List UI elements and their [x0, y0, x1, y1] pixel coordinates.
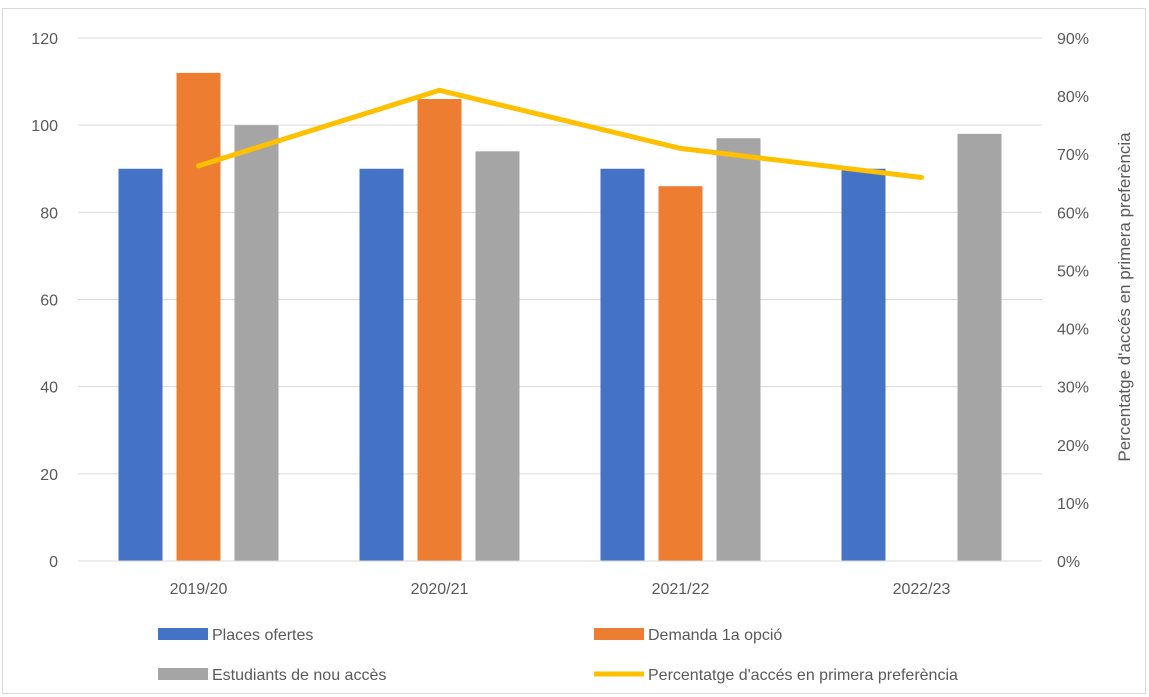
- y-tick-label: 60: [40, 293, 58, 310]
- y2-tick-label: 90%: [1057, 31, 1089, 48]
- y-tick-label: 20: [40, 467, 58, 484]
- y-tick-label: 80: [40, 205, 58, 222]
- bar: [359, 168, 404, 561]
- bars: [118, 72, 1002, 562]
- legend: Places ofertes Demanda 1a opció Estudiants…: [158, 627, 958, 684]
- bar: [841, 168, 886, 561]
- series-line: [196, 87, 924, 180]
- bar: [957, 133, 1002, 561]
- y-tick-label: 100: [31, 118, 58, 135]
- bar: [658, 186, 703, 561]
- x-tick-label: 2022/23: [893, 581, 951, 598]
- legend-label: Places ofertes: [212, 627, 313, 644]
- y-tick-label: 0: [49, 554, 58, 571]
- y2-tick-label: 30%: [1057, 380, 1089, 397]
- legend-swatch: [594, 628, 644, 640]
- x-tick-label: 2019/20: [170, 581, 228, 598]
- y2-tick-label: 10%: [1057, 496, 1089, 513]
- y2-tick-label: 50%: [1057, 263, 1089, 280]
- axes: 0 20 40 60 80 100 120 0% 10% 20% 30% 40% 50% 60% 70% 80…: [31, 31, 1089, 598]
- y-tick-label: 120: [31, 31, 58, 48]
- bar: [475, 151, 520, 562]
- x-tick-label: 2021/22: [652, 581, 710, 598]
- legend-label: Estudiants de nou accès: [212, 667, 386, 684]
- legend-swatch: [158, 668, 208, 680]
- legend-label: Demanda 1a opció: [648, 627, 782, 644]
- y2-tick-label: 60%: [1057, 205, 1089, 222]
- line-series: [196, 87, 924, 180]
- y2-tick-label: 0%: [1057, 554, 1080, 571]
- bar: [234, 125, 279, 562]
- bar: [417, 99, 462, 562]
- y2-tick-label: 40%: [1057, 322, 1089, 339]
- y2-tick-label: 70%: [1057, 147, 1089, 164]
- bar: [600, 168, 645, 561]
- bar: [118, 168, 163, 561]
- y2-axis-label: Percentatge d'accés en primera preferènc…: [1115, 132, 1134, 462]
- legend-label: Percentatge d'accés en primera preferènc…: [648, 667, 958, 684]
- y2-tick-label: 20%: [1057, 438, 1089, 455]
- legend-swatch: [158, 628, 208, 640]
- x-tick-label: 2020/21: [411, 581, 469, 598]
- bar: [176, 72, 221, 561]
- chart-frame: [2, 8, 1146, 694]
- y2-tick-label: 80%: [1057, 89, 1089, 106]
- gridlines: [78, 37, 1042, 475]
- y-tick-label: 40: [40, 380, 58, 397]
- bar: [716, 138, 761, 561]
